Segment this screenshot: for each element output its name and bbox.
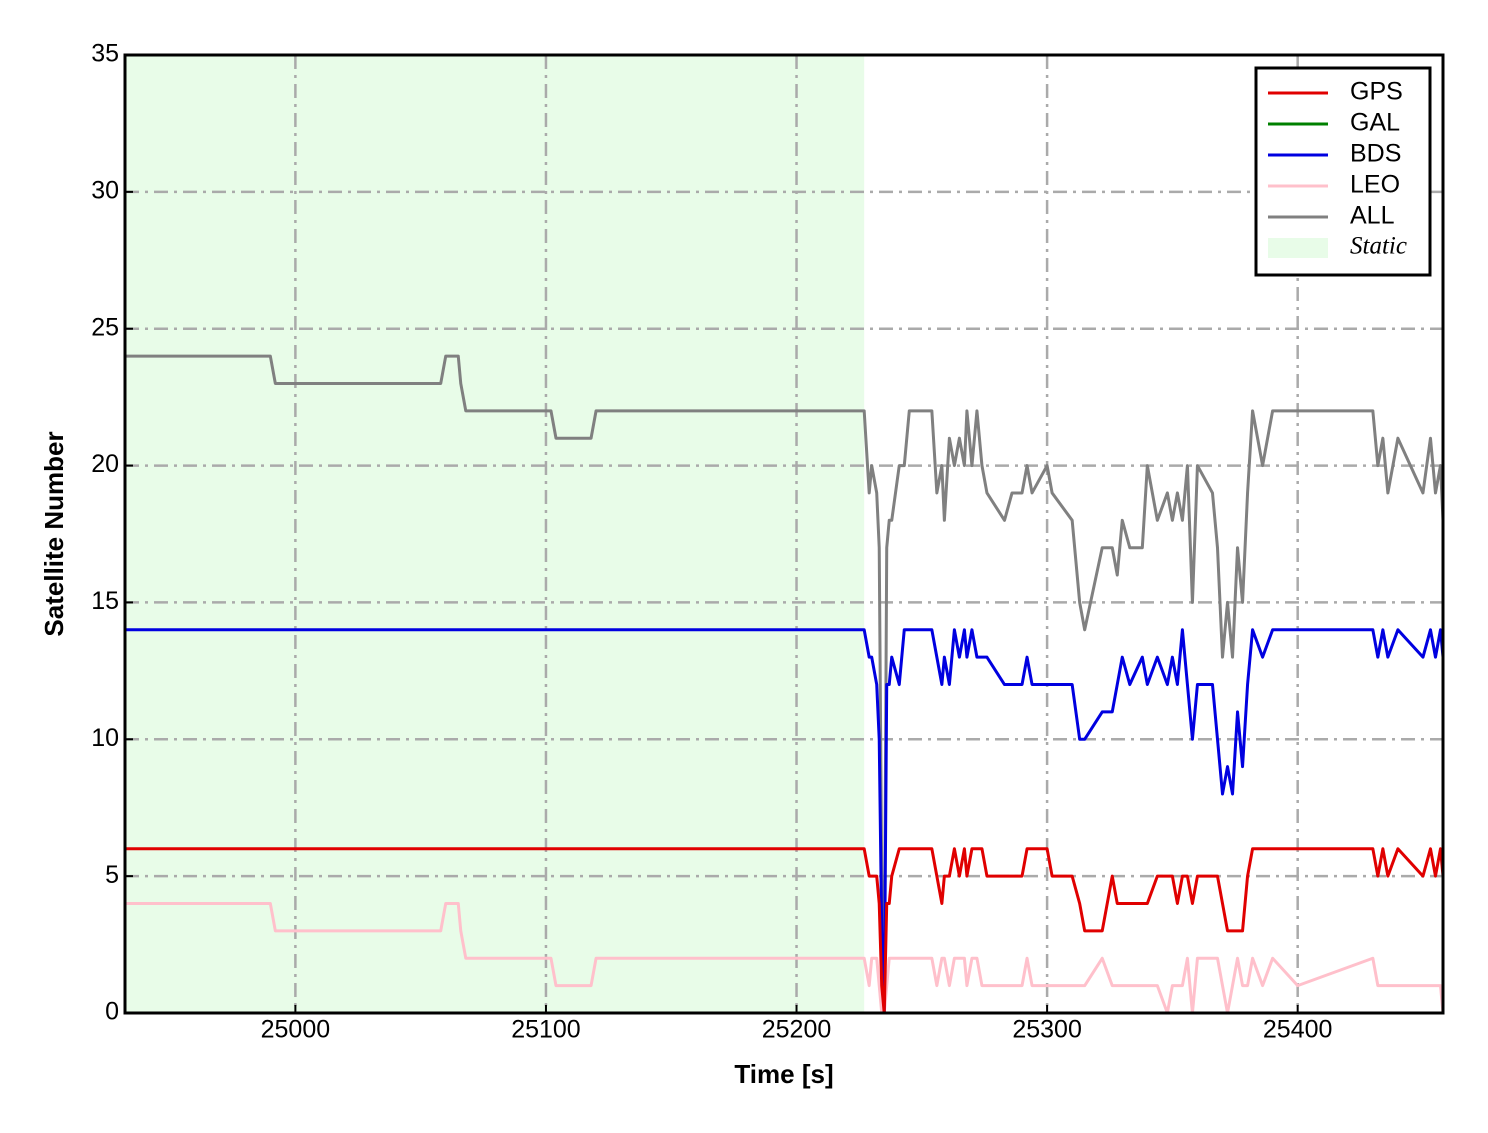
x-tick-label: 25000 <box>261 1016 331 1044</box>
y-axis-label: Satellite Number <box>39 431 69 636</box>
legend-label: Static <box>1350 233 1407 260</box>
series-line <box>125 847 1445 1015</box>
y-tick-label: 20 <box>91 450 119 478</box>
y-tick-label: 35 <box>91 40 119 68</box>
series-line <box>125 354 1445 988</box>
x-tick-label: 25400 <box>1263 1016 1333 1044</box>
y-tick-label: 10 <box>91 724 119 752</box>
x-tick-label: 25200 <box>762 1016 832 1044</box>
legend-label: LEO <box>1350 171 1400 199</box>
legend-label: GAL <box>1350 109 1400 137</box>
y-tick-label: 5 <box>105 861 119 889</box>
y-tick-label: 30 <box>91 176 119 204</box>
x-axis-label: Time [s] <box>734 1059 833 1089</box>
y-tick-label: 15 <box>91 587 119 615</box>
legend-label: BDS <box>1350 140 1401 168</box>
series-line <box>125 902 1445 1015</box>
y-tick-label: 25 <box>91 313 119 341</box>
y-tick-label: 0 <box>105 998 119 1026</box>
x-tick-label: 25100 <box>511 1016 581 1044</box>
static-region <box>125 55 865 1013</box>
legend-swatch <box>1268 238 1328 258</box>
legend-label: GPS <box>1350 78 1403 106</box>
legend: GPS GAL BDS LEO ALL Static <box>1254 66 1432 277</box>
x-tick-label: 25300 <box>1012 1016 1082 1044</box>
legend-label: ALL <box>1350 202 1395 230</box>
series-line <box>125 628 1445 1015</box>
plot-frame <box>123 53 1445 1015</box>
